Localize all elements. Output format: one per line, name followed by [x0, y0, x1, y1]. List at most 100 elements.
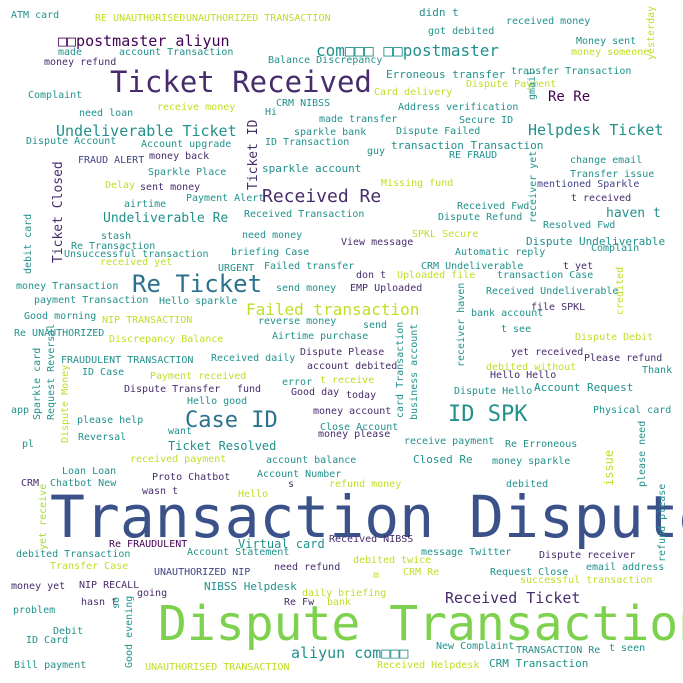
cloud-word: EMP Uploaded [350, 283, 423, 294]
cloud-word: stash [101, 231, 132, 242]
cloud-word: Missing fund [381, 178, 454, 189]
cloud-word: Ticket ID [246, 119, 261, 190]
cloud-word: Re Re [548, 89, 591, 105]
cloud-word: Good day [291, 387, 340, 398]
cloud-word: Bill payment [14, 660, 87, 671]
cloud-word: Sparkle Place [148, 167, 227, 178]
cloud-word: t received [571, 193, 632, 204]
cloud-word: send money [276, 283, 337, 294]
cloud-word: transfer Transaction [511, 66, 632, 77]
cloud-word: receiver haven [456, 282, 467, 367]
cloud-word: Re Ticket [132, 270, 263, 298]
cloud-word: Physical card [593, 405, 672, 416]
cloud-word: CRM Transaction [489, 657, 589, 670]
cloud-word: gmail [527, 69, 538, 100]
cloud-word: t seen [609, 643, 646, 654]
cloud-word: Undeliverable Re [103, 211, 229, 226]
cloud-word: Payment received [150, 371, 247, 382]
cloud-word: receiver yet [528, 150, 539, 223]
cloud-word: sparkle bank [294, 127, 367, 138]
cloud-word: Money sent [576, 36, 637, 47]
cloud-word: mentioned Sparkle [537, 179, 640, 190]
cloud-word: money back [149, 151, 210, 162]
cloud-word: m [373, 570, 380, 581]
cloud-word: Received Fwd [457, 201, 530, 212]
cloud-word: sparkle account [262, 162, 362, 175]
cloud-word: Discrepancy Balance [109, 334, 224, 345]
cloud-word: com□□□ □□postmaster [316, 41, 500, 60]
cloud-word: refund money [329, 479, 402, 490]
cloud-word: Account Statement [187, 547, 290, 558]
cloud-word: FRAUDULENT TRANSACTION [61, 355, 194, 366]
cloud-word: Ticket Resolved [168, 439, 277, 453]
cloud-word: account Transaction [119, 47, 234, 58]
cloud-word: Request Close [490, 567, 569, 578]
cloud-word: fund [237, 384, 262, 395]
cloud-word: Card delivery [374, 87, 453, 98]
cloud-word: Ticket Closed [51, 161, 66, 263]
cloud-word: Received daily [211, 353, 296, 364]
cloud-word: Hello sparkle [159, 296, 238, 307]
cloud-word: Chatbot New [50, 478, 117, 489]
cloud-word: Proto Chatbot [152, 472, 231, 483]
cloud-word: Request Reversal [46, 323, 57, 420]
cloud-word: Re Erroneous [505, 439, 578, 450]
cloud-word: made [58, 47, 83, 58]
cloud-word: Dispute receiver [539, 550, 636, 561]
cloud-word: debited Transaction [16, 549, 131, 560]
cloud-word: Loan Loan [62, 466, 117, 477]
cloud-word: Virtual card [238, 537, 325, 551]
cloud-word: Erroneous transfer [386, 68, 506, 81]
cloud-word: Re Transaction [71, 241, 156, 252]
cloud-word: SPKL Secure [412, 229, 479, 240]
cloud-word: error [282, 377, 313, 388]
cloud-word: TRANSACTION Re [516, 645, 601, 656]
cloud-word: received payment [130, 454, 227, 465]
cloud-word: Received Ticket [445, 589, 581, 607]
cloud-word: NIP RECALL [79, 580, 140, 591]
cloud-word: Received Undeliverable [486, 286, 619, 297]
cloud-word: briefing Case [231, 247, 310, 258]
cloud-word: need loan [79, 108, 134, 119]
cloud-word: NIBSS Helpdesk [204, 580, 297, 593]
cloud-word: Sparkle card [32, 347, 43, 420]
cloud-word: Dispute Failed [396, 126, 481, 137]
cloud-word: pl [22, 439, 35, 450]
cloud-word: debited [506, 479, 549, 490]
cloud-word: aliyun com□□□ [291, 644, 409, 662]
cloud-word: Airtime purchase [272, 331, 369, 342]
cloud-word: bank account [471, 308, 544, 319]
cloud-word: need money [242, 230, 303, 241]
cloud-word: s [288, 479, 295, 490]
cloud-word: Account Number [257, 469, 342, 480]
cloud-word: View message [341, 237, 414, 248]
cloud-word: Dispute Hello [454, 386, 533, 397]
cloud-word: Hi [265, 107, 278, 118]
cloud-word: so [111, 596, 122, 609]
cloud-word: Received NIBSS [329, 534, 414, 545]
cloud-word: Ticket Received [110, 65, 372, 99]
cloud-word: Re UNAUTHORIZED [14, 328, 105, 339]
cloud-word: CRM Re [403, 567, 440, 578]
cloud-word: Delay [105, 180, 136, 191]
cloud-word: don t [356, 270, 387, 281]
cloud-word: problem [13, 605, 56, 616]
cloud-word: Dispute Account [26, 136, 117, 147]
cloud-word: Received Helpdesk [377, 660, 480, 671]
cloud-word: money Transaction [16, 281, 119, 292]
cloud-word: Payment Alert [186, 193, 265, 204]
cloud-word: Close Account [320, 422, 399, 433]
cloud-word: Dispute Transaction [158, 596, 683, 652]
cloud-word: send [363, 320, 388, 331]
cloud-word: Undeliverable Ticket [56, 122, 237, 140]
cloud-word: yet receive [38, 483, 49, 550]
cloud-word: Received Transaction [244, 209, 365, 220]
cloud-word: file SPKL [531, 302, 586, 313]
cloud-word: Case ID [185, 408, 278, 433]
cloud-word: Dispute Refund [438, 212, 523, 223]
cloud-word: receive payment [404, 436, 495, 447]
cloud-word: card Transaction [395, 321, 406, 418]
cloud-word: yet received [511, 347, 584, 358]
cloud-word: debit card [23, 213, 34, 274]
